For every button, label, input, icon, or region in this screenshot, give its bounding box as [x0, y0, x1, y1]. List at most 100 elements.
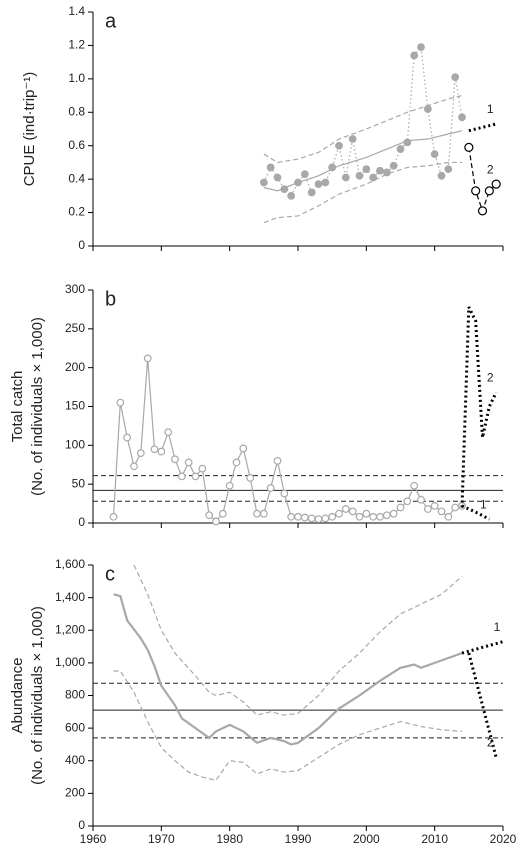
point [396, 503, 405, 512]
y-tick-label: 0.2 [68, 205, 85, 219]
series-line [263, 130, 463, 192]
point [477, 206, 488, 216]
point [423, 105, 432, 113]
point [423, 505, 432, 513]
series-label: 1 [480, 497, 487, 511]
point [273, 456, 282, 465]
point [280, 489, 289, 498]
y-axis-label: (No. of individuals × 1,000) [29, 606, 46, 785]
point [307, 514, 316, 523]
point [266, 163, 275, 172]
y-tick-label: 0 [78, 238, 85, 252]
point [430, 150, 439, 158]
y-tick-label: 0.8 [68, 104, 85, 118]
point [376, 166, 384, 175]
panel-label: c [105, 563, 115, 585]
point [287, 512, 296, 521]
y-tick-label: 0.4 [68, 171, 85, 185]
point [410, 51, 419, 60]
x-tick-label: 1970 [148, 832, 175, 846]
x-tick-label: 2020 [490, 832, 517, 846]
point [150, 445, 159, 454]
point [484, 186, 494, 196]
point [341, 505, 350, 513]
point [348, 507, 357, 516]
point [307, 188, 316, 197]
series-label: 1 [494, 620, 501, 634]
point [205, 511, 214, 520]
point [430, 502, 439, 510]
point [157, 447, 166, 456]
y-tick-label: 1.2 [68, 38, 85, 52]
point [177, 472, 186, 481]
point [389, 161, 398, 170]
y-tick-label: 1,600 [55, 557, 85, 571]
series-line [112, 358, 463, 523]
point [341, 173, 350, 182]
point [212, 517, 220, 526]
series-label: 1 [487, 102, 494, 116]
y-tick-label: 1.4 [68, 4, 85, 18]
point [369, 173, 378, 182]
y-tick-label: 0 [78, 515, 85, 529]
x-tick-label: 1960 [80, 832, 107, 846]
series-label: 2 [487, 162, 494, 176]
point [437, 507, 446, 516]
point [444, 165, 453, 174]
point [130, 462, 138, 471]
point [369, 512, 378, 521]
point [164, 428, 173, 437]
point [171, 455, 179, 464]
point [225, 481, 234, 490]
series-line [263, 94, 463, 164]
series-label: 2 [487, 736, 494, 750]
point [321, 514, 330, 523]
series-line [468, 122, 497, 133]
series-line [263, 45, 463, 197]
series-label: 2 [487, 371, 494, 385]
y-tick-label: 300 [65, 282, 85, 296]
point [396, 145, 405, 153]
point [437, 171, 446, 180]
series-line [133, 564, 463, 716]
panel-label: b [105, 288, 116, 310]
y-tick-label: 200 [65, 360, 85, 374]
y-axis-label: (No. of individuals × 1,000) [29, 317, 46, 496]
point [294, 512, 302, 521]
point [321, 178, 330, 187]
y-tick-label: 0.6 [68, 138, 85, 152]
point [314, 180, 323, 189]
point [253, 509, 261, 518]
point [232, 458, 241, 467]
series-line [468, 147, 497, 213]
point [355, 512, 364, 521]
panel-label: a [105, 10, 117, 32]
point [287, 191, 296, 200]
series-line [461, 640, 504, 655]
point [266, 484, 275, 492]
series-line [461, 504, 491, 521]
point [417, 43, 425, 51]
point [259, 178, 268, 187]
point [382, 511, 391, 520]
point [335, 141, 343, 150]
point [389, 509, 398, 518]
point [300, 513, 309, 522]
y-tick-label: 250 [65, 321, 85, 335]
point [417, 495, 425, 504]
point [410, 481, 419, 490]
y-tick-label: 1,200 [55, 622, 85, 636]
point [218, 509, 227, 518]
point [246, 474, 255, 482]
point [273, 173, 282, 182]
y-tick-label: 200 [65, 786, 85, 800]
point [116, 398, 125, 407]
y-tick-label: 150 [65, 399, 85, 413]
y-tick-label: 1,000 [55, 655, 85, 669]
y-axis-label: Total catch [9, 371, 26, 443]
point [123, 433, 132, 442]
y-tick-label: 50 [72, 476, 86, 490]
point [451, 73, 460, 82]
point [444, 512, 453, 521]
